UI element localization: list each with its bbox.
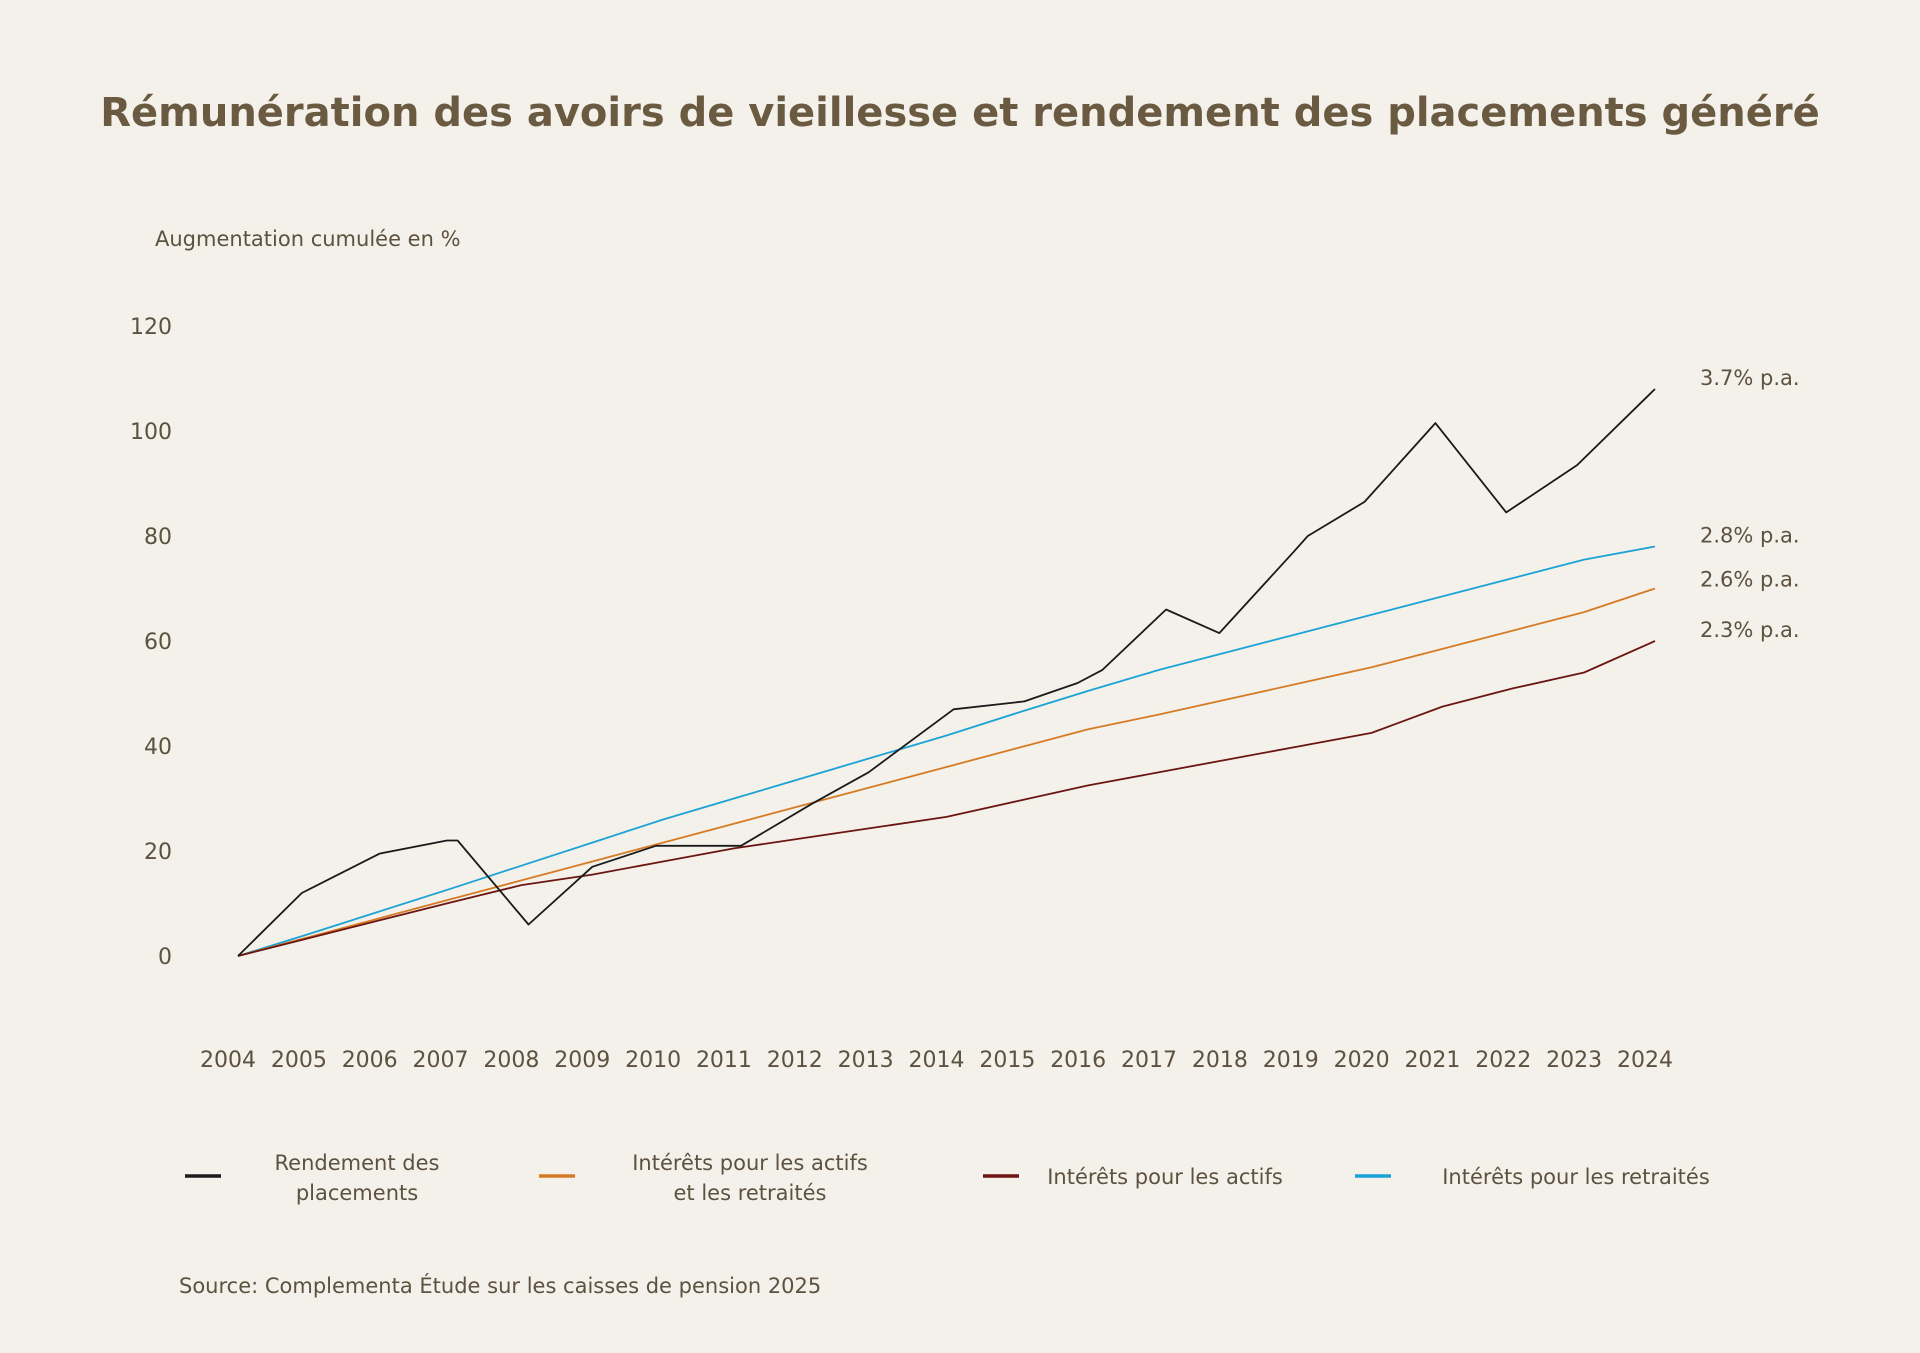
x-tick-label: 2016 — [1050, 1048, 1106, 1073]
x-tick-label: 2014 — [909, 1048, 965, 1073]
legend-item-1: Rendement des placements — [185, 1151, 439, 1205]
y-tick-label: 120 — [130, 315, 172, 340]
x-tick-label: 2004 — [200, 1048, 256, 1073]
x-tick-label: 2013 — [838, 1048, 894, 1073]
legend-item-3: Intérêts pour les actifs — [983, 1165, 1283, 1189]
legend-label: et les retraités — [674, 1181, 827, 1205]
chart-title: Rémunération des avoirs de vieillesse et… — [100, 90, 1820, 136]
legend-label: Intérêts pour les actifs — [632, 1151, 868, 1175]
x-tick-label: 2015 — [979, 1048, 1035, 1073]
x-tick-label: 2011 — [696, 1048, 752, 1073]
x-tick-label: 2023 — [1546, 1048, 1602, 1073]
x-tick-label: 2024 — [1617, 1048, 1673, 1073]
y-tick-label: 100 — [130, 420, 172, 445]
x-tick-label: 2008 — [483, 1048, 539, 1073]
end-label-3: 2.3% p.a. — [1700, 618, 1800, 642]
legend-label: Rendement des — [275, 1151, 440, 1175]
x-tick-label: 2018 — [1192, 1048, 1248, 1073]
series-lines — [237, 388, 1656, 957]
x-tick-label: 2019 — [1263, 1048, 1319, 1073]
legend-item-2: Intérêts pour les actifs et les retraités — [539, 1151, 868, 1205]
legend-label: Intérêts pour les retraités — [1442, 1165, 1710, 1189]
series-line-3 — [237, 640, 1656, 957]
legend-label: placements — [296, 1181, 418, 1205]
end-label-1: 3.7% p.a. — [1700, 366, 1800, 390]
end-labels: 3.7% p.a. 2.6% p.a. 2.3% p.a. 2.8% p.a. — [1700, 366, 1800, 642]
legend-label: Intérêts pour les actifs — [1047, 1165, 1283, 1189]
series-line-4 — [237, 545, 1656, 957]
y-tick-label: 40 — [144, 735, 172, 760]
y-axis-ticks: 0 20 40 60 80 100 120 — [130, 315, 172, 970]
x-tick-label: 2005 — [271, 1048, 327, 1073]
x-tick-label: 2017 — [1121, 1048, 1177, 1073]
end-label-4: 2.8% p.a. — [1700, 524, 1800, 548]
series-line-2 — [237, 587, 1656, 957]
x-tick-label: 2006 — [342, 1048, 398, 1073]
x-tick-label: 2020 — [1334, 1048, 1390, 1073]
source-note: Source: Complementa Étude sur les caisse… — [179, 1273, 821, 1298]
x-tick-label: 2007 — [413, 1048, 469, 1073]
x-tick-label: 2009 — [554, 1048, 610, 1073]
y-tick-label: 0 — [158, 945, 172, 970]
x-tick-label: 2022 — [1475, 1048, 1531, 1073]
x-tick-label: 2021 — [1404, 1048, 1460, 1073]
x-tick-label: 2012 — [767, 1048, 823, 1073]
y-axis-label: Augmentation cumulée en % — [155, 227, 461, 251]
end-label-2: 2.6% p.a. — [1700, 568, 1800, 592]
y-tick-label: 20 — [144, 840, 172, 865]
x-tick-label: 2010 — [625, 1048, 681, 1073]
legend-item-4: Intérêts pour les retraités — [1355, 1165, 1710, 1189]
x-axis-ticks: 2004 2005 2006 2007 2008 2009 2010 2011 2012 2013… — [200, 1048, 1673, 1073]
y-tick-label: 80 — [144, 525, 172, 550]
series-line-1 — [237, 388, 1656, 957]
legend: Rendement des placements Intérêts pour les… — [185, 1151, 1710, 1205]
y-tick-label: 60 — [144, 630, 172, 655]
